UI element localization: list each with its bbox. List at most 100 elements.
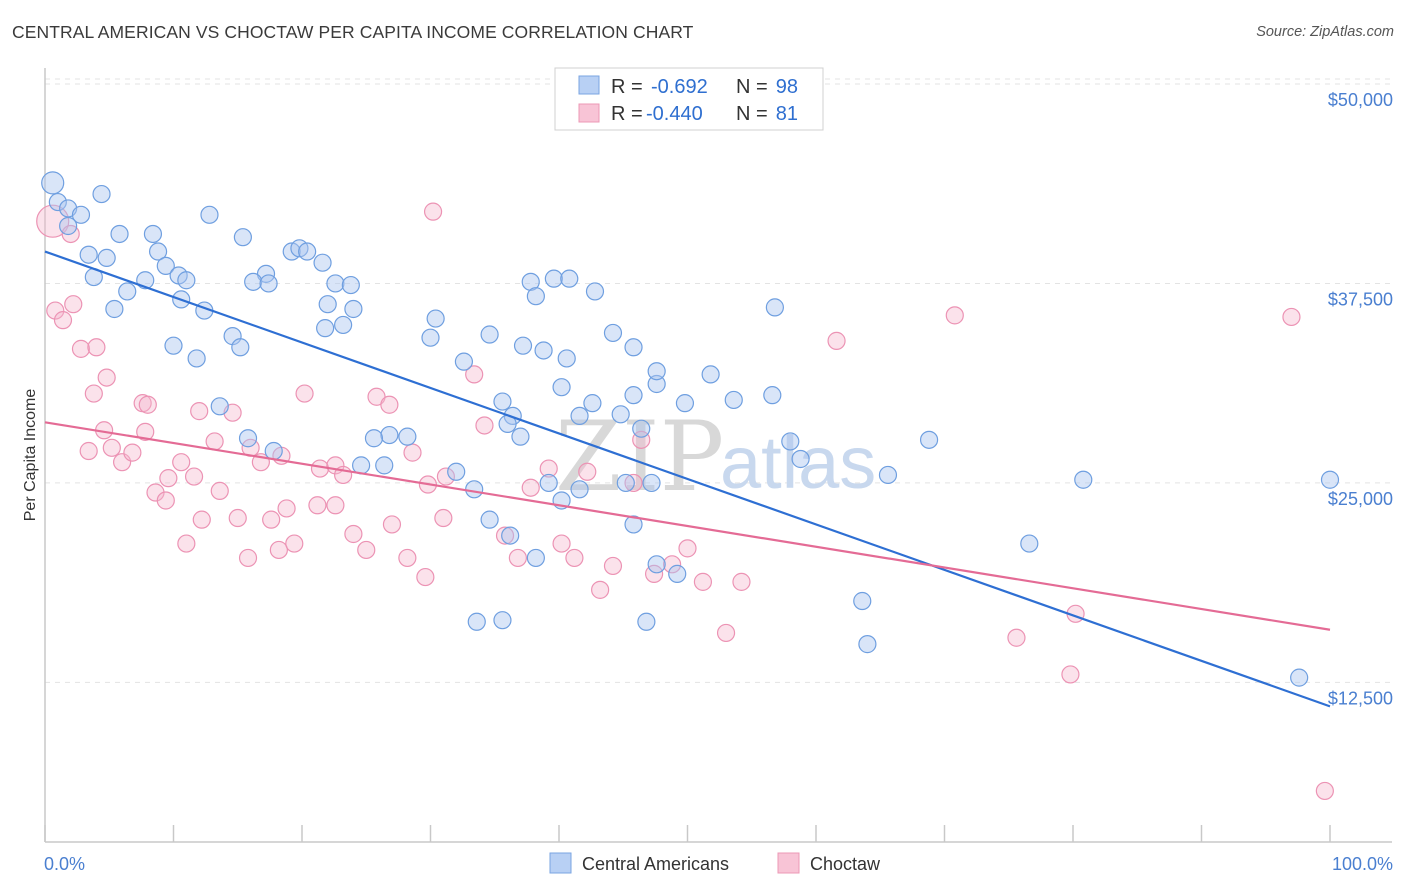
legend-swatch-pink: [578, 103, 600, 123]
central-american-point: [118, 282, 137, 301]
central-american-point: [259, 274, 278, 293]
central-american-point: [647, 555, 666, 574]
choctaw-point: [403, 443, 422, 462]
choctaw-point: [662, 555, 682, 574]
central-american-point: [624, 515, 643, 534]
series-legend: Central Americans Choctaw: [549, 852, 881, 874]
central-american-point: [1290, 668, 1309, 687]
choctaw-point: [64, 295, 83, 314]
choctaw-point: [436, 467, 456, 486]
choctaw-point: [295, 384, 314, 403]
choctaw-point: [603, 556, 623, 576]
legend-label-choctaw: Choctaw: [810, 854, 881, 874]
central-american-point: [552, 378, 571, 397]
central-american-point: [238, 429, 258, 448]
y-tick-label: $50,000: [1328, 90, 1393, 110]
watermark-zip: ZIP: [555, 401, 724, 513]
legend-r-label-1: R =: [611, 76, 643, 98]
central-american-point: [187, 349, 206, 368]
central-american-point: [603, 323, 623, 343]
central-american-point: [853, 591, 872, 611]
choctaw-point: [382, 515, 402, 534]
central-american-point: [701, 365, 720, 384]
central-american-point: [642, 473, 661, 493]
choctaw-point: [578, 462, 597, 481]
trend-lines: [44, 250, 1331, 708]
central-american-point: [480, 325, 499, 344]
central-american-point: [668, 564, 687, 583]
choctaw-point: [380, 395, 399, 414]
choctaw-point: [138, 395, 157, 414]
choctaw-point: [1061, 665, 1080, 684]
central-american-point: [92, 184, 111, 204]
y-tick-label: $37,500: [1328, 289, 1393, 309]
choctaw-point: [87, 338, 106, 357]
central-american-point: [298, 242, 317, 261]
choctaw-point: [539, 459, 558, 478]
legend-n-label-1: N =: [736, 76, 768, 98]
central-american-point: [632, 419, 651, 438]
choctaw-point: [827, 331, 846, 350]
x-tick-label-max: 100.0%: [1332, 854, 1393, 874]
choctaw-point: [465, 365, 484, 384]
legend-n-value-1: 98: [776, 76, 798, 98]
central-american-point: [398, 427, 417, 446]
central-american-point: [781, 432, 800, 451]
choctaw-point: [678, 539, 697, 558]
choctaw-point: [508, 548, 527, 568]
y-tick-labels: $12,500 $25,000 $37,500 $50,000: [1328, 90, 1393, 708]
central-american-point: [59, 216, 78, 236]
choctaw-point: [945, 306, 964, 325]
choctaw-point: [434, 508, 453, 528]
central-american-point: [1020, 534, 1039, 553]
choctaw-point: [269, 540, 288, 560]
central-american-point: [231, 338, 250, 357]
central-american-point: [724, 390, 743, 410]
choctaw-point: [228, 508, 247, 528]
choctaw-trend-line: [44, 421, 1331, 631]
central-american-point: [765, 298, 784, 317]
choctaw-point: [416, 567, 435, 587]
central-american-point: [493, 392, 512, 411]
central-american-point: [344, 299, 363, 319]
central-american-point: [105, 299, 124, 319]
choctaw-point: [97, 368, 116, 387]
choctaw-point: [357, 540, 376, 560]
central-american-point: [200, 205, 219, 224]
central-american-point: [421, 328, 440, 347]
choctaw-point: [624, 473, 643, 493]
legend-n-label-2: N =: [736, 103, 768, 125]
legend-swatch-choctaw: [777, 852, 800, 874]
central-american-point: [233, 228, 252, 247]
central-american-point: [763, 386, 782, 405]
legend-n-value-2: 81: [776, 103, 798, 125]
watermark-atlas: atlas: [720, 421, 876, 504]
central-american-point: [919, 430, 939, 449]
central-american-point: [313, 253, 332, 272]
central-american-point: [326, 274, 345, 293]
central-american-trend-line: [44, 250, 1331, 708]
choctaw-point: [693, 572, 713, 591]
chart-title: CENTRAL AMERICAN VS CHOCTAW PER CAPITA I…: [12, 22, 694, 42]
source-label: Source: ZipAtlas.com: [1256, 24, 1394, 40]
central-american-point: [341, 275, 360, 295]
central-american-point: [637, 612, 656, 631]
choctaw-point: [46, 301, 65, 320]
gridlines: [45, 78, 1392, 683]
central-american-point: [41, 171, 65, 195]
central-american-point: [177, 271, 196, 290]
central-american-point: [526, 287, 545, 306]
central-american-point: [316, 319, 335, 338]
choctaw-point: [190, 402, 209, 421]
central-american-point: [79, 245, 98, 264]
central-american-point: [426, 309, 445, 328]
choctaw-point: [123, 443, 142, 462]
central-american-point: [447, 462, 466, 481]
choctaw-point: [308, 496, 327, 515]
choctaw-point: [1282, 307, 1301, 327]
central-american-point: [364, 429, 384, 448]
choctaw-point: [565, 548, 584, 568]
choctaw-point: [475, 416, 494, 435]
legend-r-value-1: -0.692: [651, 76, 708, 98]
central-american-point: [264, 441, 283, 461]
